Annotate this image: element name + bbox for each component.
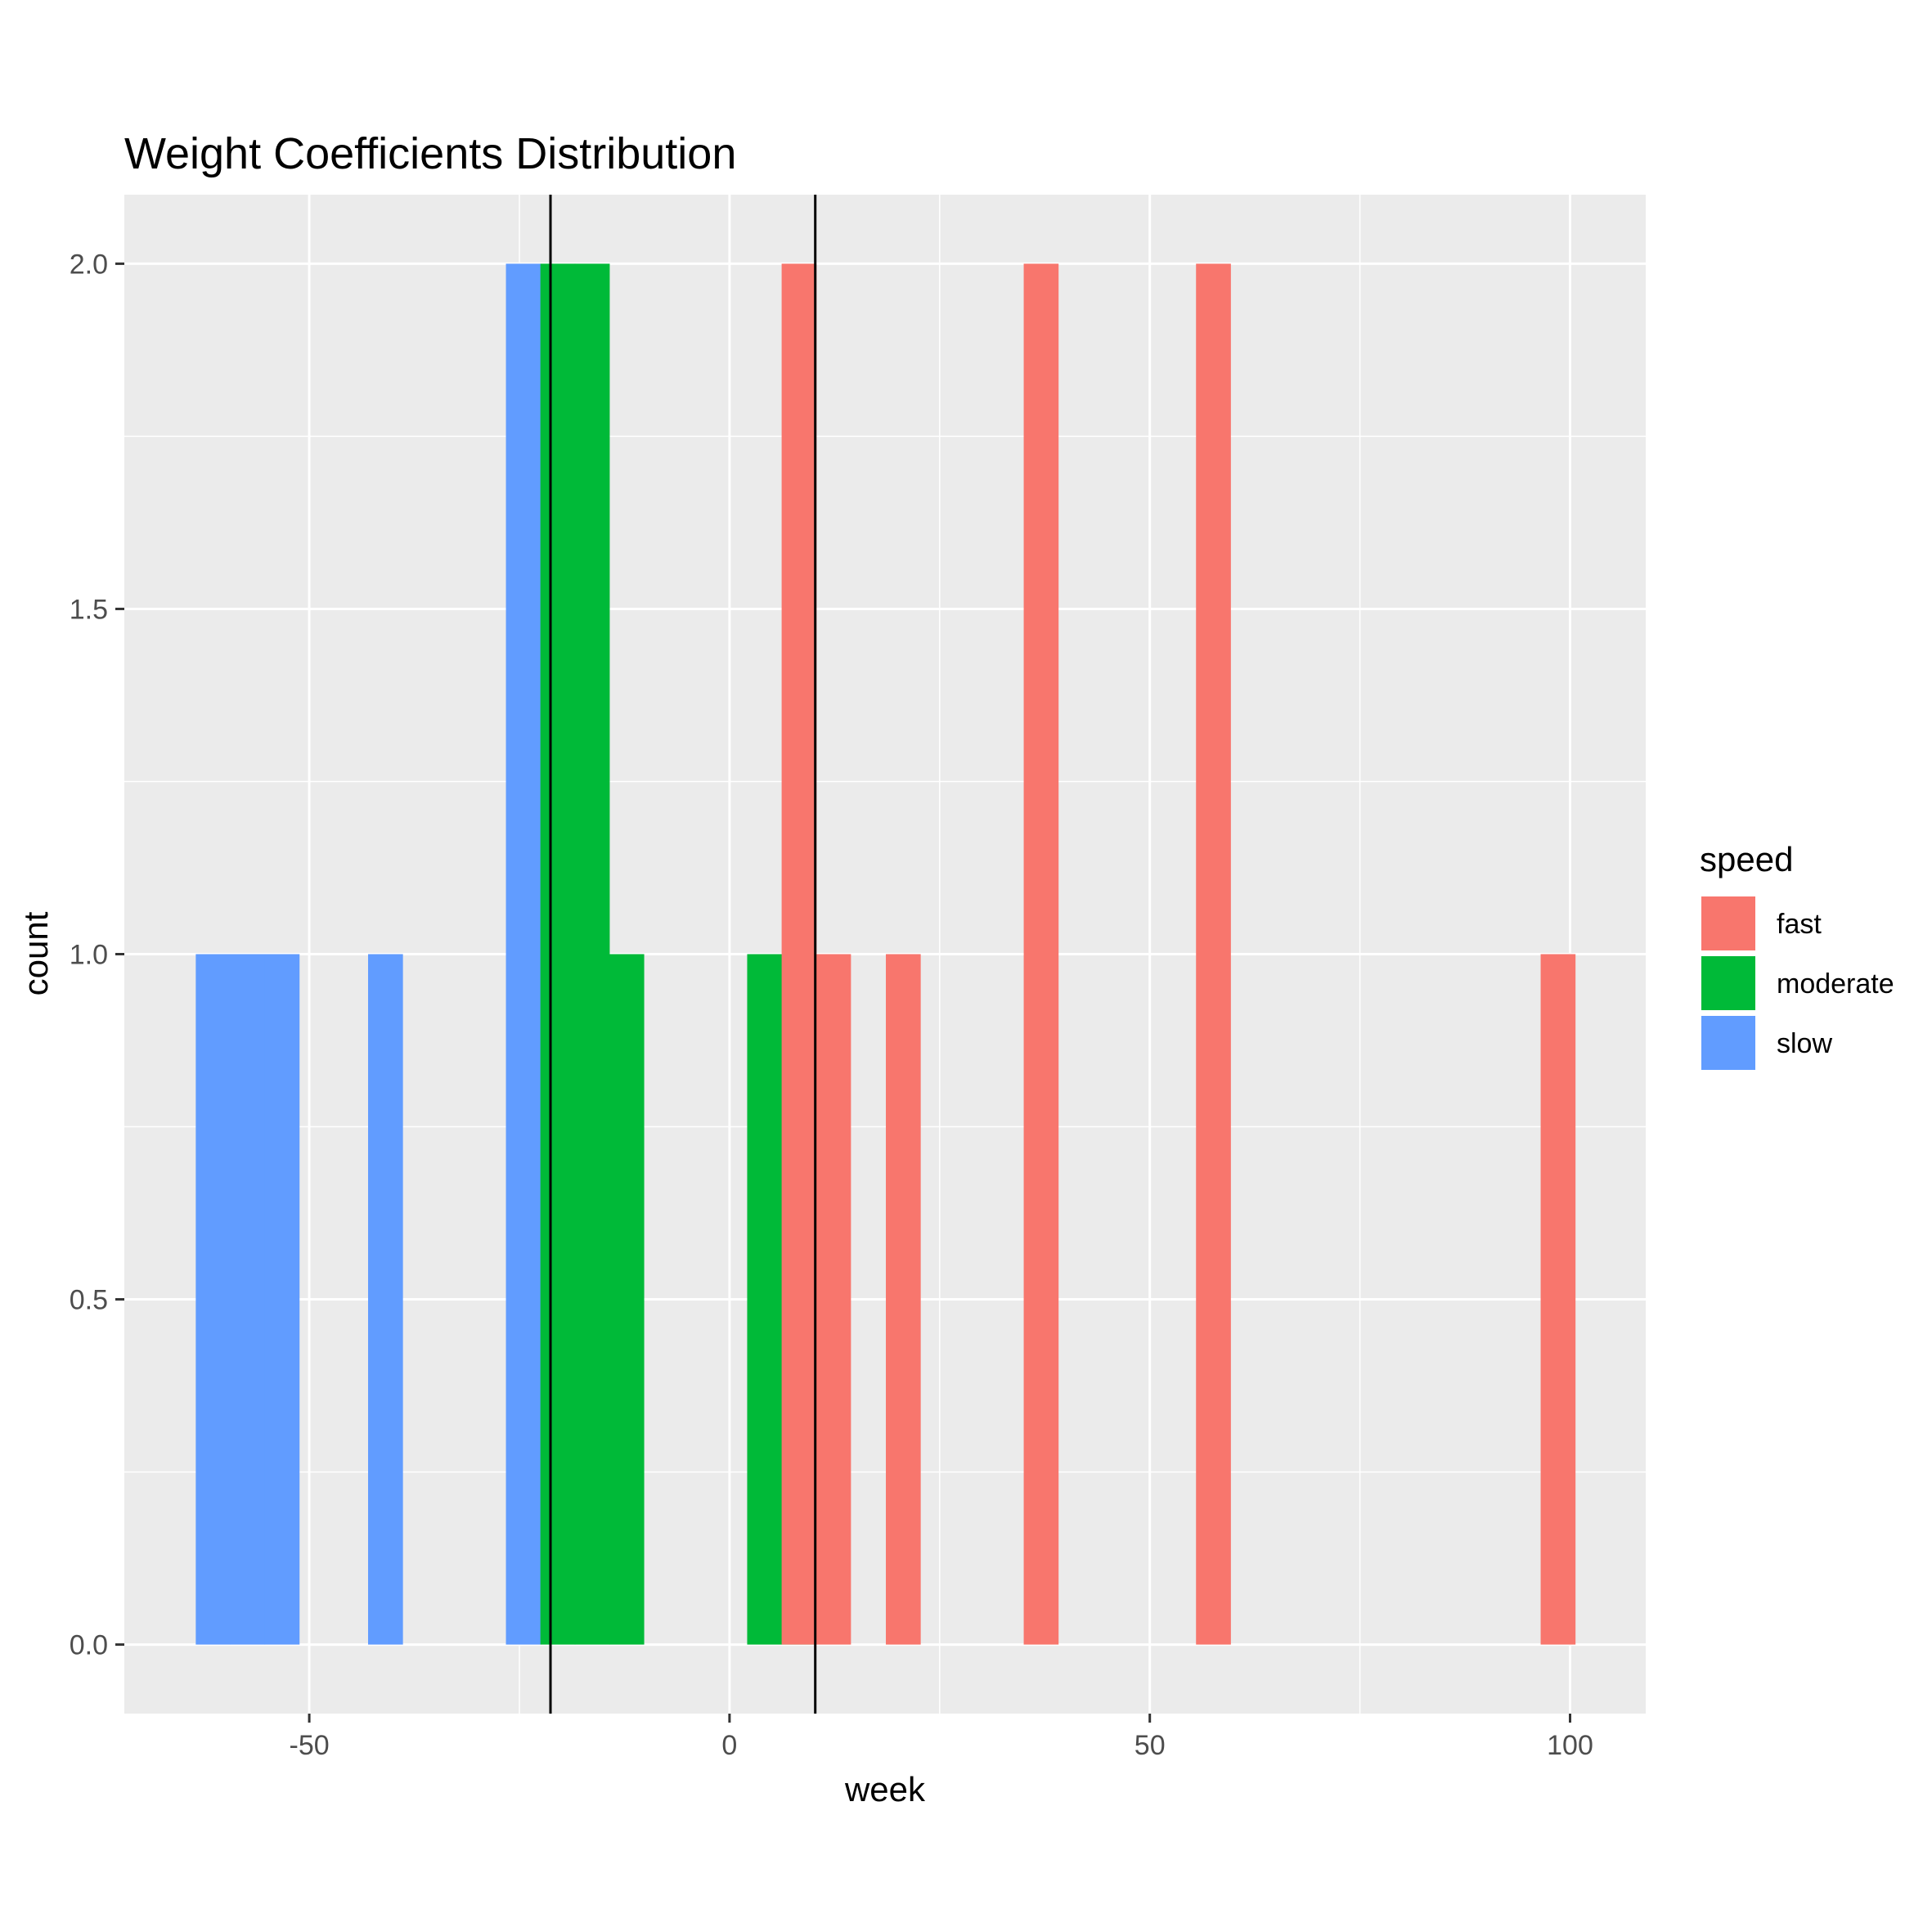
y-axis-label: count [16, 911, 55, 995]
bar-fast [1023, 263, 1059, 1645]
x-tick-label: 50 [1134, 1730, 1166, 1761]
bar-slow [505, 263, 541, 1645]
reference-lines [549, 195, 817, 1714]
bar-moderate [609, 954, 645, 1645]
bar-slow [264, 954, 300, 1645]
bar-fast [1196, 263, 1231, 1645]
legend-title: speed [1700, 840, 1793, 878]
y-tick-label: 0.5 [70, 1285, 108, 1316]
bar-fast [815, 954, 851, 1645]
bar-slow [368, 954, 403, 1645]
bar-moderate [747, 954, 783, 1645]
bar-fast [886, 954, 921, 1645]
legend-label-fast: fast [1777, 909, 1822, 940]
y-tick-label: 1.0 [70, 940, 108, 971]
legend-swatch-slow [1701, 1016, 1755, 1070]
bar-fast [1540, 954, 1576, 1645]
bar-slow [230, 954, 266, 1645]
x-tick-label: 100 [1547, 1730, 1593, 1761]
x-tick-label: 0 [721, 1730, 737, 1761]
x-tick-label: -50 [290, 1730, 330, 1761]
legend-entries: fast moderate slow [1701, 896, 1894, 1070]
legend: speed fast moderate slow [1700, 840, 1894, 1070]
bar-slow [195, 954, 231, 1645]
x-axis-ticks: -50 0 50 100 [290, 1714, 1593, 1761]
y-axis-ticks: 0.0 0.5 1.0 1.5 2.0 [70, 249, 124, 1661]
y-tick-label: 0.0 [70, 1630, 108, 1661]
chart-title: Weight Coefficients Distribution [124, 129, 736, 178]
y-tick-label: 2.0 [70, 249, 108, 280]
x-axis-label: week [844, 1770, 926, 1808]
legend-label-moderate: moderate [1777, 968, 1894, 1000]
bar-moderate [540, 263, 576, 1645]
legend-swatch-fast [1701, 896, 1755, 950]
legend-swatch-moderate [1701, 956, 1755, 1010]
bar-moderate [574, 263, 610, 1645]
y-tick-label: 1.5 [70, 594, 108, 625]
legend-label-slow: slow [1777, 1028, 1832, 1059]
bar-fast [781, 263, 817, 1645]
histogram-bars [195, 263, 1576, 1645]
